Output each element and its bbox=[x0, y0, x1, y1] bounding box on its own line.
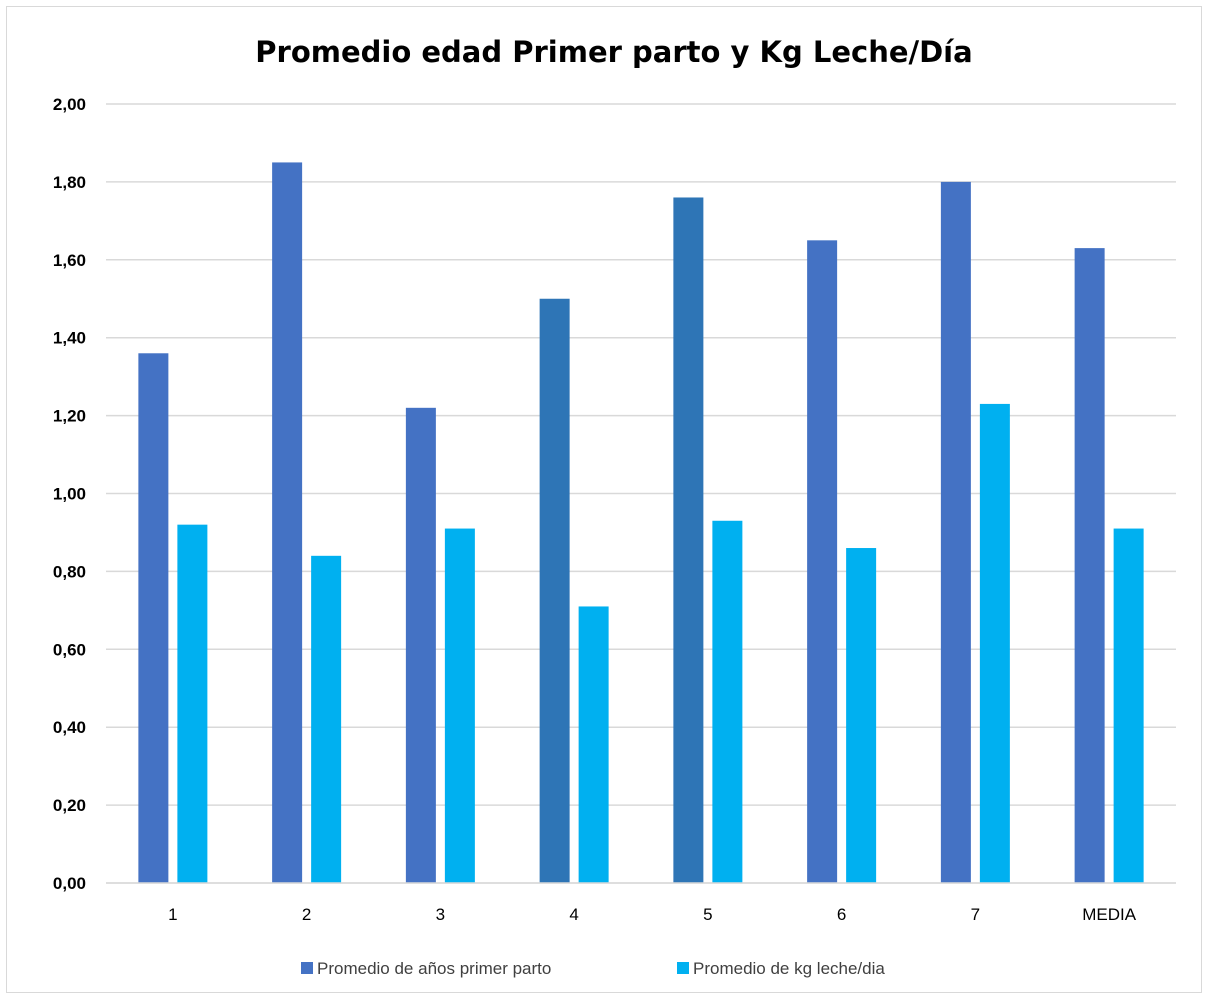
bar-series-2-1 bbox=[177, 524, 208, 883]
bar-series-2-2 bbox=[311, 555, 342, 883]
x-tick-label: 3 bbox=[436, 905, 445, 924]
bar-series-2-6 bbox=[846, 548, 877, 883]
x-tick-label: 2 bbox=[302, 905, 311, 924]
y-tick-label: 0,40 bbox=[53, 718, 86, 737]
x-axis-ticks: 1 2 3 4 5 6 7 MEDIA bbox=[106, 882, 1176, 924]
y-tick-label: 0,80 bbox=[53, 562, 86, 581]
y-tick-label: 0,00 bbox=[53, 874, 86, 893]
x-tick-label: 4 bbox=[569, 905, 578, 924]
x-tick-label: 5 bbox=[703, 905, 712, 924]
y-tick-label: 1,60 bbox=[53, 251, 86, 270]
bar-series-2-7 bbox=[979, 403, 1010, 883]
y-tick-label: 1,40 bbox=[53, 329, 86, 348]
bar-series-2-5 bbox=[712, 520, 743, 883]
y-axis-ticks: 0,00 0,20 0,40 0,60 0,80 1,00 1,20 1,40 1,60 1,80… bbox=[53, 95, 86, 893]
bar-series-2-media bbox=[1113, 528, 1144, 883]
bar-series-2-3 bbox=[444, 528, 475, 883]
y-tick-label: 1,80 bbox=[53, 173, 86, 192]
bar-series-1-4 bbox=[539, 298, 570, 883]
bar-series-1-6 bbox=[807, 240, 838, 883]
gridlines bbox=[106, 103, 1176, 884]
legend-swatch bbox=[677, 962, 689, 974]
bar-series-1-5 bbox=[673, 197, 704, 884]
y-tick-label: 1,20 bbox=[53, 407, 86, 426]
y-tick-label: 0,20 bbox=[53, 796, 86, 815]
y-tick-label: 1,00 bbox=[53, 485, 86, 504]
bar-series-1-1 bbox=[138, 353, 169, 883]
x-tick-label: 1 bbox=[168, 905, 177, 924]
bar-series-1-media bbox=[1074, 248, 1105, 884]
chart-title: Promedio edad Primer parto y Kg Leche/Dí… bbox=[255, 35, 972, 69]
bar-series-1-2 bbox=[272, 162, 303, 884]
legend: Promedio de años primer parto Promedio de… bbox=[301, 959, 885, 978]
bar-series-1-3 bbox=[405, 407, 436, 883]
bar-series-2-4 bbox=[578, 606, 609, 883]
x-tick-label: 7 bbox=[971, 905, 980, 924]
legend-label: Promedio de kg leche/dia bbox=[693, 959, 885, 978]
x-tick-label: MEDIA bbox=[1082, 905, 1137, 924]
y-tick-label: 0,60 bbox=[53, 640, 86, 659]
legend-swatch bbox=[301, 962, 313, 974]
bars bbox=[138, 162, 1144, 884]
bar-series-1-7 bbox=[940, 181, 971, 883]
x-tick-label: 6 bbox=[837, 905, 846, 924]
legend-label: Promedio de años primer parto bbox=[317, 959, 551, 978]
y-tick-label: 2,00 bbox=[53, 95, 86, 114]
